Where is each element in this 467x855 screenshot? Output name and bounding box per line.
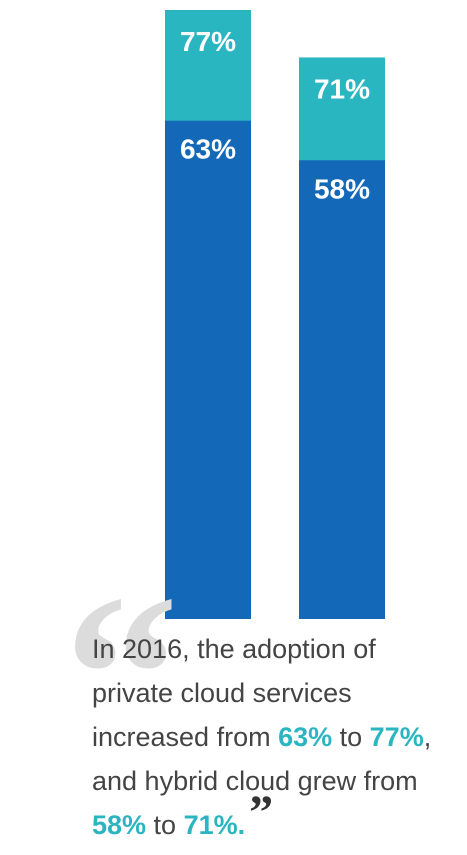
quote-text: In 2016, the adoption of private cloud s… <box>92 627 452 847</box>
bar-base-segment <box>165 120 251 620</box>
quote-text-part: to <box>146 810 184 840</box>
quote-highlight-private-2015: 63% <box>278 722 333 752</box>
close-quote-icon: ” <box>249 786 274 839</box>
quote-text-part: , and hybrid cloud grew from <box>92 722 432 796</box>
bar-top-value-label: 71% <box>314 73 370 104</box>
bar-base-value-label: 63% <box>180 134 236 165</box>
bar-base-value-label: 58% <box>314 173 370 204</box>
bar-chart: 77% 63% 71% 58% <box>165 10 385 620</box>
quote-highlight-private-2016: 77% <box>369 722 424 752</box>
bar-top-value-label: 77% <box>180 26 236 57</box>
open-quote-icon: “ <box>64 547 179 802</box>
bar-base-segment <box>299 160 385 620</box>
quote-text-part: In 2016, the adoption of private cloud s… <box>92 634 376 752</box>
quote-highlight-hybrid-2016: 71%. <box>183 810 246 840</box>
quote-highlight-hybrid-2015: 58% <box>92 810 147 840</box>
quote-text-part: to <box>332 722 370 752</box>
